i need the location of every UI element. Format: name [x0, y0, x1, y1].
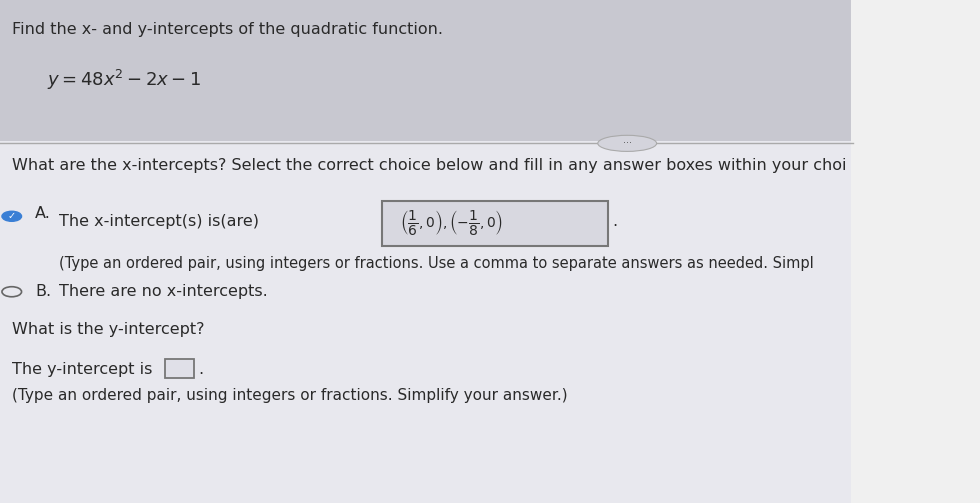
- Text: $y=48x^2-2x-1$: $y=48x^2-2x-1$: [47, 68, 201, 92]
- Text: (Type an ordered pair, using integers or fractions. Use a comma to separate answ: (Type an ordered pair, using integers or…: [59, 256, 813, 271]
- Bar: [851, 0, 980, 503]
- Ellipse shape: [598, 135, 657, 151]
- Text: What are the x-intercepts? Select the correct choice below and fill in any answe: What are the x-intercepts? Select the co…: [12, 158, 847, 174]
- Text: Find the x- and y-intercepts of the quadratic function.: Find the x- and y-intercepts of the quad…: [12, 22, 443, 37]
- Text: B.: B.: [35, 284, 51, 299]
- Text: (Type an ordered pair, using integers or fractions. Simplify your answer.): (Type an ordered pair, using integers or…: [12, 388, 567, 403]
- Text: There are no x-intercepts.: There are no x-intercepts.: [59, 284, 268, 299]
- Text: $\left(\dfrac{1}{6},0\right),\left(-\dfrac{1}{8},0\right)$: $\left(\dfrac{1}{6},0\right),\left(-\dfr…: [400, 208, 504, 237]
- Text: What is the y-intercept?: What is the y-intercept?: [12, 322, 204, 337]
- Text: ···: ···: [622, 138, 632, 148]
- Text: .: .: [198, 362, 203, 377]
- FancyBboxPatch shape: [165, 359, 194, 378]
- Bar: [0, 0, 980, 141]
- Text: The y-intercept is: The y-intercept is: [12, 362, 152, 377]
- Text: ✓: ✓: [8, 211, 16, 221]
- FancyBboxPatch shape: [382, 201, 608, 246]
- Bar: [0, 141, 980, 503]
- Text: The x-intercept(s) is(are): The x-intercept(s) is(are): [59, 214, 259, 229]
- Text: .: .: [612, 214, 617, 229]
- Circle shape: [2, 211, 22, 221]
- Text: A.: A.: [35, 206, 51, 221]
